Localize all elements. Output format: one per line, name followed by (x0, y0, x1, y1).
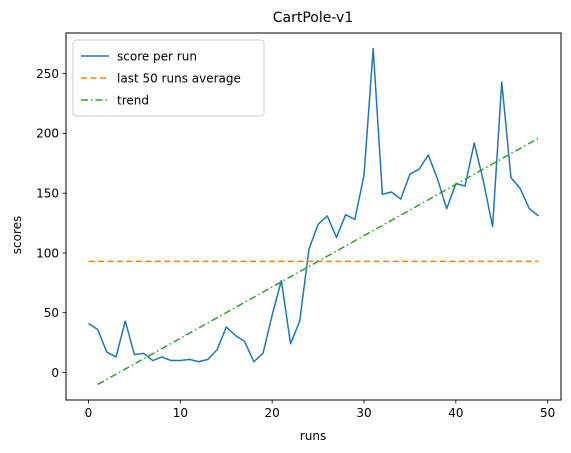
y-tick-label: 0 (51, 366, 59, 380)
x-tick-label: 10 (173, 406, 188, 420)
plot-area (88, 47, 539, 386)
legend: score per run last 50 runs average trend (72, 39, 265, 117)
legend-label-2: trend (117, 93, 149, 107)
y-tick-label: 150 (36, 186, 59, 200)
chart-title: CartPole-v1 (273, 10, 353, 26)
x-tick-label: 50 (540, 406, 555, 420)
x-tick-label: 30 (356, 406, 371, 420)
y-axis-label: scores (10, 216, 24, 255)
series-line-0 (88, 47, 539, 363)
y-tick-label: 200 (36, 127, 59, 141)
x-axis: 0 10 20 30 40 50 (85, 400, 555, 420)
legend-box (72, 39, 265, 117)
x-tick-label: 20 (265, 406, 280, 420)
x-tick-label: 40 (448, 406, 463, 420)
legend-label-0: score per run (117, 49, 197, 63)
legend-label-1: last 50 runs average (117, 71, 241, 85)
series-line-2 (97, 137, 539, 386)
y-tick-label: 100 (36, 246, 59, 260)
axes-frame (65, 32, 562, 401)
y-tick-label: 50 (44, 306, 59, 320)
x-axis-label: runs (300, 429, 326, 443)
x-tick-label: 0 (85, 406, 93, 420)
series-layer (88, 47, 539, 386)
y-tick-label: 250 (36, 67, 59, 81)
y-axis: 0 50 100 150 200 250 (36, 67, 66, 380)
